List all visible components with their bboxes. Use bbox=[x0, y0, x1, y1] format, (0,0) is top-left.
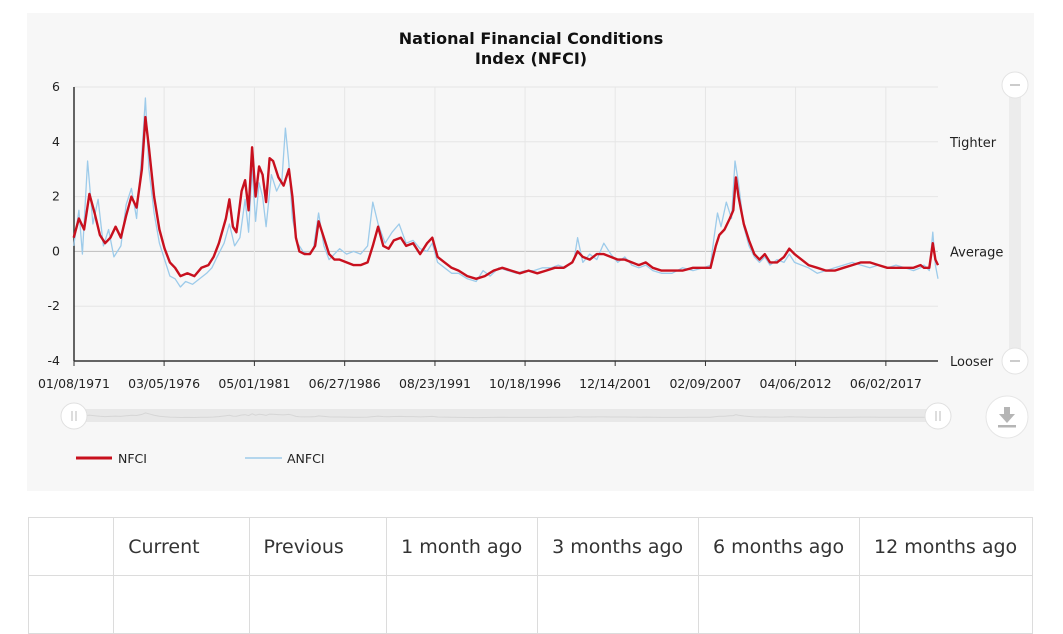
vertical-scrollbar-track[interactable] bbox=[1009, 78, 1021, 363]
grid-lines bbox=[73, 86, 938, 362]
navigator-line bbox=[73, 412, 939, 419]
chart-title-line-2: Index (NFCI) bbox=[475, 49, 587, 68]
series-line-nfci bbox=[72, 115, 940, 280]
range-navigator-track[interactable] bbox=[74, 409, 938, 422]
right-axis-label: Tighter bbox=[949, 136, 997, 151]
legend-label-anfci: ANFCI bbox=[287, 451, 325, 466]
table-row bbox=[27, 575, 1033, 634]
x-tick-label: 08/23/1991 bbox=[399, 376, 471, 391]
x-tick-label: 10/18/1996 bbox=[489, 376, 561, 391]
navigator-series bbox=[73, 412, 939, 419]
legend: NFCI ANFCI bbox=[76, 451, 325, 466]
summary-table-container: Current Previous 1 month ago 3 months ag… bbox=[27, 517, 1033, 634]
x-tick-label: 12/14/2001 bbox=[579, 376, 651, 391]
nfci-chart: National Financial Conditions Index (NFC… bbox=[38, 29, 1029, 466]
x-tick-label: 06/27/1986 bbox=[309, 376, 381, 391]
x-tick-label: 01/08/1971 bbox=[38, 376, 110, 391]
table-header-12-months: 12 months ago bbox=[859, 517, 1033, 576]
x-tick-label: 05/01/1981 bbox=[218, 376, 290, 391]
download-button[interactable] bbox=[985, 395, 1029, 439]
right-axis-label: Looser bbox=[950, 355, 994, 370]
y-tick-label: -2 bbox=[48, 298, 60, 313]
table-header-previous: Previous bbox=[248, 517, 388, 576]
legend-item-anfci[interactable]: ANFCI bbox=[245, 451, 325, 466]
series-lines bbox=[72, 97, 940, 288]
table-header-row: Current Previous 1 month ago 3 months ag… bbox=[27, 517, 1033, 576]
table-header-1-month: 1 month ago bbox=[386, 517, 539, 576]
y-tick-label: 2 bbox=[52, 189, 60, 204]
right-axis-label: Average bbox=[950, 245, 1003, 260]
range-left-handle[interactable] bbox=[60, 402, 88, 430]
table-header-blank bbox=[27, 517, 115, 576]
x-tick-label: 04/06/2012 bbox=[760, 376, 832, 391]
y-tick-label: 0 bbox=[52, 243, 60, 258]
legend-item-nfci[interactable]: NFCI bbox=[76, 451, 147, 466]
x-tick-label: 06/02/2017 bbox=[850, 376, 922, 391]
y-tick-label: -4 bbox=[48, 353, 61, 368]
y-tick-label: 4 bbox=[52, 134, 60, 149]
table-header-current: Current bbox=[113, 517, 250, 576]
series-line-anfci bbox=[73, 97, 939, 288]
table-header-3-months: 3 months ago bbox=[537, 517, 700, 576]
y-axis-ticks: 6 4 2 0 -2 -4 bbox=[48, 79, 61, 368]
x-tick-label: 03/05/1976 bbox=[128, 376, 200, 391]
table-header-6-months: 6 months ago bbox=[698, 517, 860, 576]
chart-panel: National Financial Conditions Index (NFC… bbox=[27, 13, 1034, 491]
legend-label-nfci: NFCI bbox=[118, 451, 147, 466]
right-axis-labels: Tighter Average Looser bbox=[949, 136, 1003, 370]
download-icon bbox=[998, 407, 1016, 428]
chart-title-line-1: National Financial Conditions bbox=[399, 29, 663, 48]
range-right-handle[interactable] bbox=[924, 402, 952, 430]
summary-table: Current Previous 1 month ago 3 months ag… bbox=[27, 517, 1033, 634]
y-tick-label: 6 bbox=[52, 79, 60, 94]
x-axis-ticks: 01/08/1971 03/05/1976 05/01/1981 06/27/1986… bbox=[38, 361, 922, 391]
scroll-bottom-handle[interactable] bbox=[1001, 347, 1029, 375]
x-tick-label: 02/09/2007 bbox=[669, 376, 741, 391]
scroll-top-handle[interactable] bbox=[1001, 71, 1029, 99]
